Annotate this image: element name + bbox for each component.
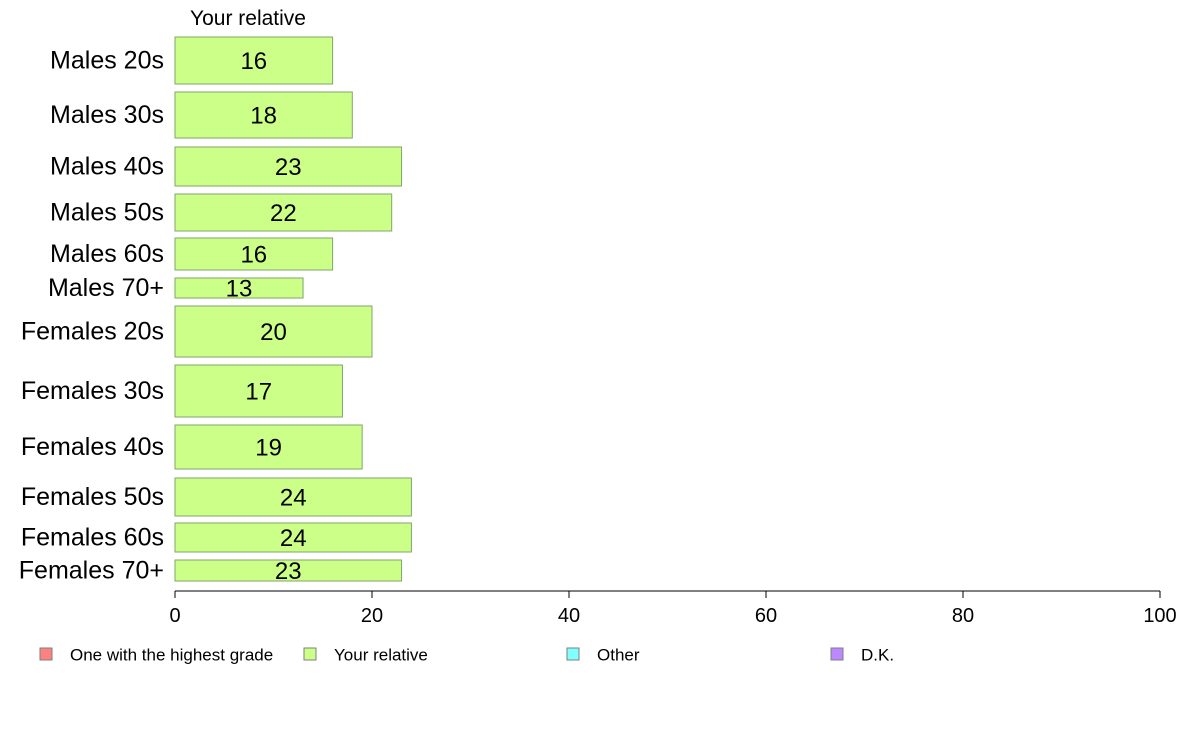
legend-label: D.K.: [861, 646, 894, 665]
series-header-label: Your relative: [190, 7, 306, 30]
category-label: Females 50s: [21, 483, 164, 511]
data-label: 23: [275, 154, 302, 181]
x-tick-label: 0: [169, 605, 180, 627]
bar-6-series-1: [174, 305, 373, 358]
category-label: Females 20s: [21, 318, 164, 346]
x-tick-label: 20: [361, 605, 383, 627]
legend: One with the highest grade Your relative O…: [39, 646, 894, 665]
bar-10-series-1: [174, 522, 412, 553]
bar-11-series-1: [174, 559, 403, 582]
data-label: 22: [270, 200, 297, 227]
data-label: 16: [240, 48, 267, 75]
legend-label: One with the highest grade: [70, 646, 273, 665]
legend-label: Other: [597, 646, 640, 665]
x-tick-label: 100: [1143, 605, 1176, 627]
bar-9-series-1: [174, 477, 412, 517]
bar-4-series-1: [174, 237, 334, 271]
category-label: Males 50s: [50, 199, 164, 227]
bar-5-series-1: [174, 277, 304, 299]
bar-3-series-1: [174, 193, 393, 232]
bars-group: [174, 36, 412, 582]
x-tick-label: 60: [755, 605, 777, 627]
legend-swatch: [566, 647, 580, 661]
data-label: 13: [226, 276, 253, 303]
bar-7-series-1: [174, 364, 343, 418]
data-label: 17: [245, 379, 272, 406]
legend-swatch: [39, 647, 53, 661]
data-label: 24: [280, 485, 307, 512]
category-label: Males 40s: [50, 153, 164, 181]
data-label: 20: [260, 319, 287, 346]
data-label: 24: [280, 525, 307, 552]
category-label: Females 70+: [19, 557, 164, 585]
legend-swatch: [830, 647, 844, 661]
x-tick-label: 80: [952, 605, 974, 627]
legend-label: Your relative: [334, 646, 428, 665]
category-label: Males 60s: [50, 240, 164, 268]
x-tick-label: 40: [558, 605, 580, 627]
data-label: 18: [250, 103, 277, 130]
category-labels: Males 20s Males 30s Males 40s Males 50s Male…: [19, 47, 164, 585]
category-label: Males 70+: [48, 274, 164, 302]
category-label: Males 20s: [50, 47, 164, 75]
category-label: Females 40s: [21, 433, 164, 461]
category-label: Females 30s: [21, 377, 164, 405]
data-label: 16: [240, 242, 267, 269]
data-label: 19: [255, 435, 282, 462]
bar-8-series-1: [174, 424, 363, 470]
category-label: Females 60s: [21, 524, 164, 552]
category-label: Males 30s: [50, 101, 164, 129]
bar-2-series-1: [174, 146, 403, 187]
bar-1-series-1: [174, 91, 353, 139]
bar-0-series-1: [174, 36, 334, 85]
legend-swatch: [303, 647, 317, 661]
x-axis: 0 20 40 60 80 100: [169, 590, 1177, 627]
data-label: 23: [275, 558, 302, 585]
